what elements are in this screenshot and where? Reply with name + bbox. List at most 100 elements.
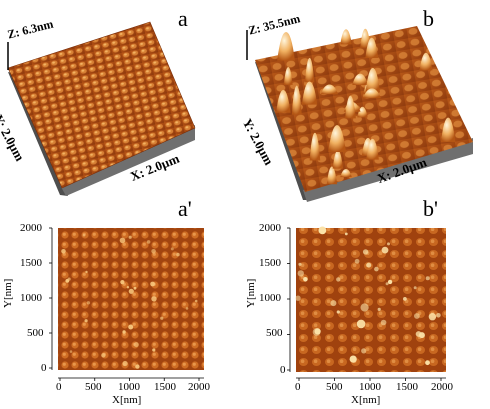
afm-3d-plot-a — [7, 21, 196, 196]
bright-grain — [119, 237, 126, 244]
bright-grain — [362, 249, 369, 255]
bright-grain — [380, 319, 387, 326]
surface-peak — [362, 88, 381, 99]
bright-grain — [122, 360, 128, 367]
panel-label-a: a — [178, 6, 188, 31]
surface-peak — [283, 67, 293, 85]
grain-highlights — [61, 233, 198, 369]
bright-grain — [133, 286, 137, 290]
y-tick-label: 500 — [266, 327, 283, 339]
bright-grain — [425, 360, 430, 366]
panel-label-b: b — [423, 6, 434, 31]
afm-2d-panel-b-prime: b' 2000 1500 1000 500 0 0 500 1000 1500 … — [245, 196, 490, 409]
panel-label-a-prime: a' — [178, 196, 192, 221]
surface-peak — [304, 57, 315, 83]
bright-grain — [152, 348, 156, 352]
axis-ticks — [287, 227, 442, 381]
bright-grain — [61, 249, 66, 254]
bright-grain — [414, 313, 420, 319]
bright-grain — [101, 353, 106, 358]
bright-grain — [366, 262, 372, 268]
axis-ticks — [49, 227, 200, 381]
bright-grain — [84, 319, 88, 323]
surface-peak — [328, 125, 346, 153]
bright-grain — [356, 319, 366, 329]
x-axis-label: X[nm] — [351, 394, 381, 406]
bright-grain — [297, 270, 304, 277]
bright-grain — [135, 364, 140, 369]
bright-grain — [387, 242, 390, 246]
bright-grain — [318, 226, 327, 235]
bright-grain — [349, 355, 357, 363]
surface-peak — [365, 67, 381, 93]
afm-surface-a — [8, 22, 195, 188]
bright-grain — [436, 313, 441, 318]
surface-peak — [352, 73, 369, 86]
y-tick-label: 1500 — [259, 257, 281, 269]
x-tick-label: 1500 — [396, 381, 418, 393]
afm-3d-panel-b: Z: 35.5nm b Y: 2.0µm X: 2.0µm — [240, 0, 490, 202]
bright-grain — [185, 307, 189, 310]
afm-2d-panel-a-prime: a' 2000 1500 1000 500 0 0 500 1000 1500 … — [0, 196, 245, 409]
bright-grain — [354, 258, 360, 264]
bright-grain — [330, 300, 337, 307]
bright-grain — [86, 301, 91, 305]
x-tick-label: 2000 — [188, 381, 210, 393]
bright-grain — [176, 252, 180, 257]
bright-grain — [126, 286, 130, 289]
surface-peak — [332, 150, 344, 169]
grain-highlights — [295, 226, 441, 366]
surface-peak — [291, 85, 302, 115]
bright-grain — [120, 280, 125, 285]
bright-grain — [385, 282, 389, 286]
panel-label-b-prime: b' — [423, 196, 438, 221]
surface-peak — [340, 169, 352, 178]
bright-grain — [194, 299, 198, 303]
y-tick-label: 500 — [27, 327, 44, 339]
bright-grain — [151, 249, 156, 254]
y-tick-label: 2000 — [20, 222, 42, 234]
surface-peak — [276, 89, 291, 113]
afm-height-map — [58, 228, 204, 370]
bright-grain — [314, 328, 321, 335]
bright-grain — [360, 303, 369, 312]
bright-grain — [160, 316, 164, 320]
bright-grain — [295, 295, 301, 301]
bright-grain — [377, 307, 381, 311]
bright-grain — [151, 296, 157, 302]
y-tick-label: 1000 — [259, 292, 281, 304]
surface-peak — [357, 106, 368, 118]
surface-peak — [301, 81, 318, 105]
y-tick-label: 1000 — [20, 292, 42, 304]
surface-peak — [440, 117, 456, 143]
surface-peak — [419, 52, 433, 71]
bright-grain — [128, 288, 134, 294]
surface-peak — [326, 166, 338, 185]
surface-peak — [277, 31, 295, 61]
x-tick-label: 500 — [85, 381, 102, 393]
y-axis-label: Y[nm] — [245, 278, 257, 308]
surface-peak — [360, 28, 371, 48]
bright-grain — [82, 233, 86, 237]
y-tick-label: 2000 — [259, 222, 281, 234]
bright-grain — [85, 270, 88, 274]
afm-2d-plot-a-prime — [49, 227, 204, 381]
surface-peak — [345, 95, 356, 119]
afm-3d-plot-b — [246, 26, 473, 202]
bright-grain — [128, 235, 132, 239]
bright-grain — [69, 350, 73, 353]
bright-grain — [387, 279, 393, 285]
bright-grain — [374, 266, 379, 272]
bright-grain — [65, 279, 70, 283]
y-tick-label: 0 — [41, 362, 47, 374]
bright-grain — [336, 310, 340, 314]
bright-grain — [344, 232, 348, 236]
surface-peak — [365, 37, 379, 59]
surface-peak — [366, 138, 379, 160]
bright-grain — [425, 276, 430, 281]
y-axis-label: Y[nm] — [2, 278, 14, 308]
x-tick-label: 500 — [326, 381, 343, 393]
bright-grain — [418, 332, 425, 339]
bright-grain — [413, 286, 417, 290]
bright-grain — [403, 297, 407, 301]
